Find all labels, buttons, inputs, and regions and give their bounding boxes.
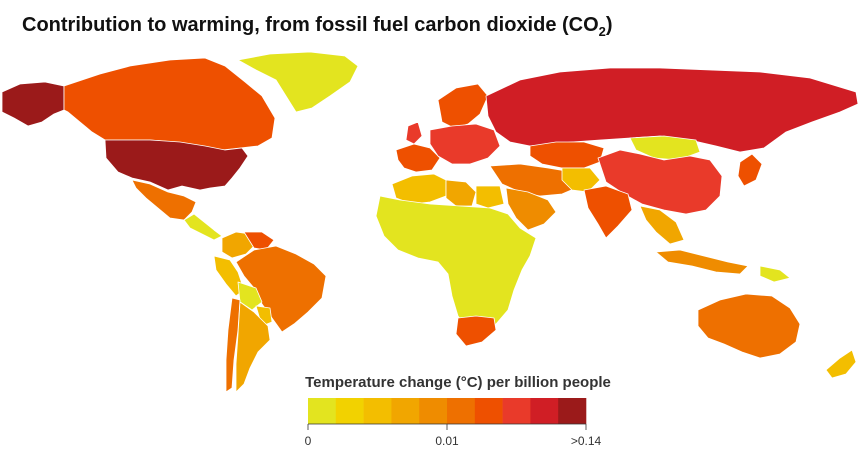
region-united-states[interactable] — [104, 139, 249, 191]
region-china[interactable] — [597, 149, 723, 215]
legend-swatch-4 — [419, 398, 448, 424]
region-indonesia[interactable] — [655, 249, 749, 275]
legend-swatch-3 — [391, 398, 420, 424]
legend-swatch-0 — [308, 398, 337, 424]
region-australia[interactable] — [697, 293, 801, 359]
region-greenland[interactable] — [237, 51, 359, 113]
region-venezuela[interactable] — [243, 231, 275, 251]
legend-tick-label-min: 0 — [305, 434, 312, 448]
legend-swatch-5 — [447, 398, 476, 424]
region-papua-new-guinea[interactable] — [759, 265, 791, 283]
region-colombia[interactable] — [221, 231, 255, 259]
legend-swatch-6 — [474, 398, 503, 424]
region-arabian-peninsula[interactable] — [505, 187, 557, 231]
legend-title: Temperature change (°C) per billion peop… — [305, 374, 611, 391]
map-title: Contribution to warming, from fossil fue… — [22, 14, 613, 39]
region-western-europe[interactable] — [395, 143, 441, 173]
region-argentina[interactable] — [235, 301, 271, 393]
region-south-africa[interactable] — [455, 315, 497, 347]
region-new-zealand[interactable] — [825, 349, 857, 379]
legend-swatch-8 — [530, 398, 559, 424]
region-egypt[interactable] — [475, 185, 505, 209]
legend-swatch-1 — [335, 398, 364, 424]
region-scandinavia[interactable] — [437, 83, 489, 129]
region-central-america[interactable] — [183, 213, 223, 241]
legend-tick-label-max: >0.14 — [571, 434, 602, 448]
region-libya[interactable] — [445, 179, 477, 207]
region-united-kingdom[interactable] — [405, 121, 423, 145]
legend-swatch-7 — [502, 398, 531, 424]
region-alaska[interactable] — [1, 81, 65, 127]
region-africa[interactable] — [375, 195, 537, 333]
region-japan[interactable] — [737, 153, 763, 187]
legend-tick-label-mid: 0.01 — [435, 434, 459, 448]
legend-swatch-9 — [558, 398, 587, 424]
region-india[interactable] — [583, 185, 633, 239]
region-eastern-europe[interactable] — [429, 123, 501, 165]
region-mexico[interactable] — [131, 179, 197, 221]
region-kazakhstan[interactable] — [529, 141, 605, 169]
legend-swatch-2 — [363, 398, 392, 424]
region-middle-east[interactable] — [489, 163, 577, 197]
region-southeast-asia[interactable] — [639, 205, 685, 245]
